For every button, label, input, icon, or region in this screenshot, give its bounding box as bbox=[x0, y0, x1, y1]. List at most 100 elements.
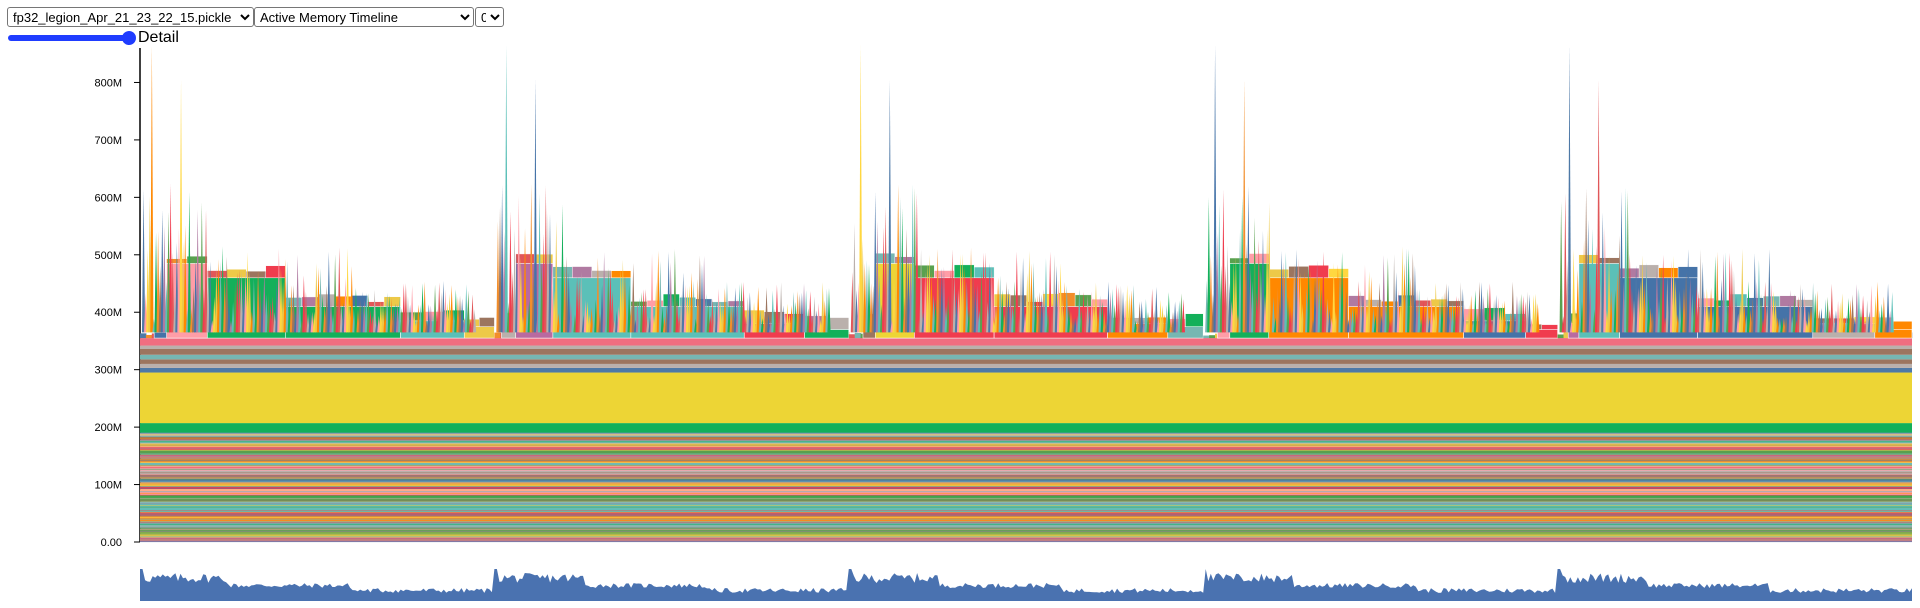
allocation-spike bbox=[1340, 252, 1344, 333]
allocation-spike bbox=[554, 220, 558, 333]
persistent-stripe bbox=[140, 532, 1912, 534]
detail-slider[interactable] bbox=[8, 31, 136, 45]
allocation-spike bbox=[1386, 257, 1390, 333]
allocation-spike bbox=[1742, 303, 1746, 333]
allocation-spike bbox=[548, 213, 552, 333]
allocation-spike bbox=[291, 285, 296, 333]
persistent-stripe bbox=[140, 480, 1912, 482]
allocation-spike bbox=[1430, 297, 1434, 333]
allocation-spike bbox=[1359, 290, 1363, 333]
allocation-spike bbox=[354, 287, 358, 333]
allocation-spike bbox=[366, 293, 371, 333]
device-index-select[interactable]: 0 bbox=[475, 7, 504, 27]
allocation-spike bbox=[1027, 250, 1031, 333]
allocation-spike bbox=[881, 227, 886, 333]
allocation-spike bbox=[925, 262, 929, 333]
allocation-spike bbox=[1411, 253, 1415, 333]
allocation-spike bbox=[1517, 299, 1521, 333]
allocation-spike bbox=[667, 252, 671, 333]
allocation-spike bbox=[1217, 204, 1221, 333]
allocation-spike bbox=[1769, 282, 1774, 333]
allocation-spike bbox=[1073, 317, 1077, 333]
allocation-spike bbox=[1628, 253, 1632, 333]
allocation-spike bbox=[1394, 272, 1398, 333]
allocation-spike bbox=[1721, 253, 1726, 333]
allocation-spike bbox=[1425, 296, 1430, 333]
allocation-spike bbox=[577, 278, 581, 333]
persistent-stripe bbox=[140, 458, 1912, 460]
allocation-spike bbox=[965, 281, 969, 333]
allocation-spike bbox=[775, 284, 779, 333]
activity-segment bbox=[1209, 335, 1216, 339]
allocation-sub-block bbox=[479, 317, 495, 327]
allocation-spike bbox=[1077, 289, 1081, 333]
allocation-spike bbox=[854, 289, 859, 333]
overview-brush[interactable] bbox=[140, 569, 1912, 601]
allocation-spike bbox=[739, 282, 744, 333]
allocation-spike bbox=[1004, 281, 1009, 333]
allocation-spike bbox=[767, 314, 771, 333]
allocation-spike bbox=[1655, 267, 1659, 333]
allocation-spike bbox=[1315, 260, 1319, 333]
allocation-spike bbox=[915, 193, 919, 333]
persistent-stripe bbox=[140, 491, 1912, 493]
allocation-spike bbox=[923, 271, 927, 333]
persistent-band bbox=[140, 372, 1912, 424]
activity-segment bbox=[1557, 334, 1565, 339]
allocation-spike bbox=[183, 225, 187, 333]
allocation-sub-block bbox=[1730, 293, 1748, 307]
allocation-spike bbox=[1782, 317, 1786, 333]
allocation-spike bbox=[700, 264, 704, 333]
persistent-band bbox=[140, 533, 1912, 538]
allocation-sub-block bbox=[350, 295, 368, 307]
persistent-band bbox=[140, 338, 1912, 346]
allocation-spike bbox=[1609, 289, 1613, 333]
allocation-spike bbox=[1160, 305, 1165, 333]
allocation-spike bbox=[800, 292, 804, 333]
allocation-spike bbox=[1033, 296, 1038, 333]
allocation-spike bbox=[1371, 307, 1375, 333]
allocation-spike bbox=[169, 183, 173, 333]
allocation-spike bbox=[458, 295, 462, 333]
allocation-spike bbox=[748, 292, 752, 333]
detail-slider-thumb[interactable] bbox=[122, 31, 136, 45]
allocation-spike bbox=[298, 295, 302, 333]
allocation-spike bbox=[1323, 299, 1328, 333]
allocation-spike bbox=[1317, 277, 1321, 333]
allocation-spike bbox=[1044, 258, 1048, 333]
allocation-spike bbox=[1502, 300, 1507, 333]
allocation-spike bbox=[406, 296, 410, 333]
allocation-spike bbox=[1000, 289, 1004, 333]
allocation-spike bbox=[310, 311, 314, 333]
allocation-spike bbox=[1798, 283, 1803, 333]
allocation-spike bbox=[1246, 186, 1250, 333]
snapshot-file-select[interactable]: fp32_legion_Apr_21_23_22_15.pickle bbox=[7, 7, 254, 27]
allocation-spike bbox=[981, 252, 986, 333]
allocation-spike bbox=[1515, 295, 1519, 333]
activity-segment bbox=[140, 333, 147, 339]
allocation-spike bbox=[1694, 284, 1699, 333]
persistent-stripe bbox=[140, 501, 1912, 503]
allocation-spike bbox=[1267, 202, 1271, 333]
allocation-spike bbox=[206, 264, 210, 333]
persistent-stripe bbox=[140, 477, 1912, 479]
persistent-stripe bbox=[140, 513, 1912, 515]
allocation-spike bbox=[1058, 263, 1063, 333]
allocation-spike bbox=[1778, 318, 1782, 333]
allocation-sub-block bbox=[1430, 298, 1448, 307]
allocation-spike bbox=[1504, 316, 1509, 333]
persistent-band bbox=[140, 515, 1912, 522]
view-mode-select[interactable]: Active Memory Timeline bbox=[254, 7, 474, 27]
allocation-spike bbox=[1146, 311, 1150, 333]
allocation-spike bbox=[635, 300, 640, 333]
allocation-spike bbox=[733, 287, 737, 333]
persistent-stripe bbox=[140, 432, 1912, 434]
allocation-spike bbox=[1527, 294, 1532, 333]
allocation-spike bbox=[441, 281, 445, 333]
allocation-spike bbox=[285, 261, 289, 333]
persistent-stripe bbox=[140, 442, 1912, 444]
persistent-stripe bbox=[140, 484, 1912, 486]
allocation-spike bbox=[1486, 288, 1490, 333]
allocation-spike bbox=[1665, 275, 1669, 333]
allocation-spike bbox=[1115, 284, 1119, 333]
